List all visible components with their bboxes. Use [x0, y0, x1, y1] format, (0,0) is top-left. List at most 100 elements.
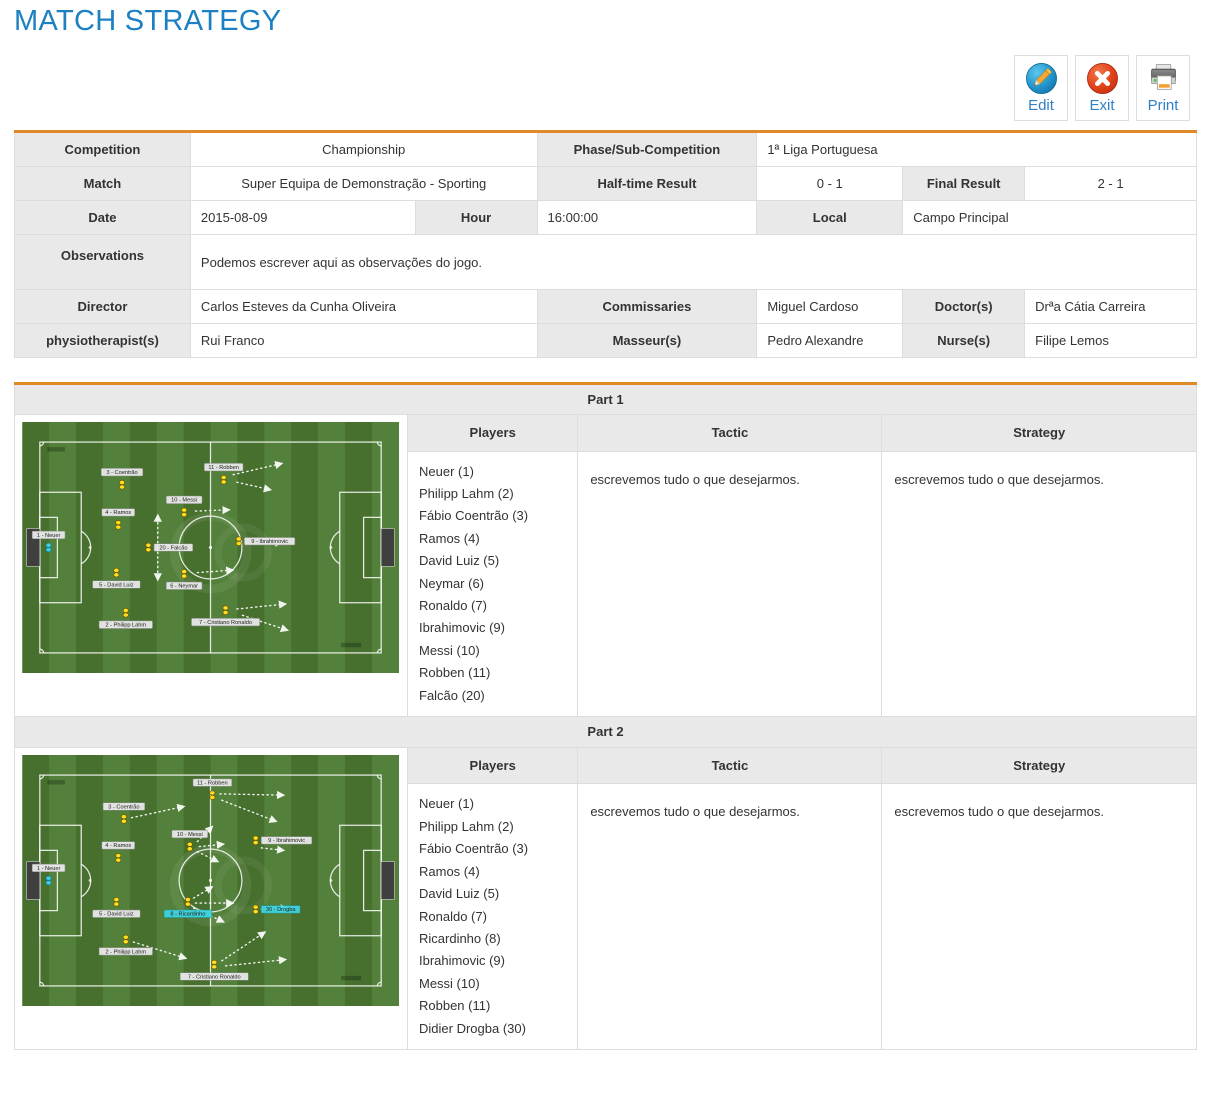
player-marker: 1 - Neuer	[31, 863, 66, 886]
player-item: Neuer (1)	[419, 796, 474, 812]
player-marker: 3 - Coentrão	[102, 802, 145, 824]
player-item: Robben (11)	[419, 998, 491, 1014]
player-marker: 5 - David Luiz	[92, 897, 141, 918]
physiotherapist-value: Rui Franco	[189, 323, 538, 358]
player-item: Ronaldo (7)	[419, 597, 487, 613]
svg-text:4 - Ramos: 4 - Ramos	[105, 510, 131, 516]
field-cell: 1 - Neuer 3 - Coentrão 4 - Ramos 5 - Dav…	[14, 414, 408, 717]
final-result-value: 2 - 1	[1024, 166, 1197, 201]
hour-value: 16:00:00	[536, 200, 758, 235]
part-details-cell: Players Tactic Strategy Neuer (1) Philipp…	[407, 414, 1197, 717]
player-item: Ramos (4)	[419, 530, 480, 546]
svg-text:3 - Coentrão: 3 - Coentrão	[106, 470, 137, 476]
player-marker: 9 - Ibrahimovic	[252, 835, 313, 846]
player-marker: 6 - Neymar	[166, 569, 203, 590]
player-item: Didier Drogba (30)	[419, 1020, 526, 1036]
match-label: Match	[14, 166, 191, 201]
doctors-label: Doctor(s)	[902, 289, 1026, 324]
local-label: Local	[756, 200, 904, 235]
edit-button[interactable]: Edit	[1014, 55, 1068, 121]
row-observations: Observations Podemos escrever aqui as ob…	[14, 234, 1198, 290]
player-item: Philipp Lahm (2)	[419, 485, 514, 501]
svg-text:2 - Philipp Lahm: 2 - Philipp Lahm	[105, 949, 146, 955]
edit-pencil-icon	[1025, 62, 1058, 95]
print-button-label: Print	[1147, 97, 1179, 114]
svg-text:11 - Robben: 11 - Robben	[197, 780, 228, 786]
edit-button-label: Edit	[1028, 97, 1054, 114]
field-image: 1 - Neuer 3 - Coentrão 4 - Ramos 5 - Dav…	[22, 422, 399, 673]
player-marker: 20 - Falcão	[145, 542, 193, 553]
exit-button[interactable]: Exit	[1075, 55, 1129, 121]
parts-table: Part 1	[14, 382, 1197, 1050]
player-marker: 30 - Drogba	[252, 904, 301, 915]
nurse-label: Nurse(s)	[902, 323, 1026, 358]
final-result-label: Final Result	[902, 166, 1026, 201]
svg-text:3 - Coentrão: 3 - Coentrão	[108, 804, 139, 810]
row-match: Match Super Equipa de Demonstração - Spo…	[14, 166, 1197, 201]
director-label: Director	[14, 289, 191, 324]
player-marker: 7 - Cristiano Ronaldo	[191, 605, 260, 627]
players-cell: Neuer (1) Philipp Lahm (2) Fábio Coentrão …	[408, 783, 579, 1049]
player-marker: 10 - Messi	[171, 830, 208, 852]
part-title: Part 1	[14, 383, 1197, 415]
svg-text:8 - Ricardinho: 8 - Ricardinho	[170, 912, 205, 918]
match-value: Super Equipa de Demonstração - Sporting	[189, 166, 538, 201]
player-marker: 9 - Ibrahimovic	[235, 536, 296, 546]
svg-text:11 - Robben: 11 - Robben	[208, 465, 239, 471]
physiotherapist-label: physiotherapist(s)	[14, 323, 191, 358]
player-marker: 8 - Ricardinho	[163, 897, 212, 918]
svg-text:9 - Ibrahimovic: 9 - Ibrahimovic	[268, 838, 305, 844]
strategy-text: escrevemos tudo o que desejarmos.	[881, 783, 1196, 1049]
part-header-row: Part 2	[14, 715, 1197, 748]
player-marker: 10 - Messi	[166, 495, 203, 518]
field-image: 1 - Neuer 3 - Coentrão 4 - Ramos 5 - Dav…	[22, 754, 399, 1006]
match-info-table: Competition Championship Phase/Sub-Compe…	[14, 130, 1198, 358]
players-cell: Neuer (1) Philipp Lahm (2) Fábio Coentrão …	[408, 450, 579, 716]
svg-text:7 - Cristiano Ronaldo: 7 - Cristiano Ronaldo	[199, 620, 252, 626]
player-marker: 5 - David Luiz	[92, 567, 141, 589]
player-marker: 1 - Neuer	[31, 530, 66, 553]
player-marker: 4 - Ramos	[101, 508, 135, 530]
toolbar: Edit Exit	[1014, 55, 1190, 121]
page-title: MATCH STRATEGY	[14, 5, 282, 37]
player-marker: 3 - Coentrão	[100, 468, 144, 490]
director-value: Carlos Esteves da Cunha Oliveira	[189, 289, 538, 324]
svg-text:7 - Cristiano Ronaldo: 7 - Cristiano Ronaldo	[188, 974, 241, 980]
tactic-text: escrevemos tudo o que desejarmos.	[577, 783, 883, 1049]
hour-label: Hour	[414, 200, 538, 235]
part-details-cell: Players Tactic Strategy Neuer (1) Philipp…	[407, 746, 1197, 1050]
competition-label: Competition	[14, 131, 191, 167]
local-value: Campo Principal	[902, 200, 1197, 235]
part-title: Part 2	[14, 715, 1197, 748]
strategy-text: escrevemos tudo o que desejarmos.	[881, 450, 1196, 716]
printer-icon	[1147, 62, 1180, 95]
observations-label: Observations	[14, 234, 191, 290]
part-header-row: Part 1	[14, 383, 1197, 415]
svg-text:2 - Philipp Lahm: 2 - Philipp Lahm	[105, 623, 146, 629]
player-item: Ibrahimovic (9)	[419, 953, 505, 969]
part-content-row: 1 - Neuer 3 - Coentrão 4 - Ramos 5 - Dav…	[14, 414, 1197, 717]
masseur-value: Pedro Alexandre	[756, 323, 904, 358]
doctors-value: Drªa Cátia Carreira	[1024, 289, 1197, 324]
player-item: Robben (11)	[419, 665, 491, 681]
players-list: Neuer (1) Philipp Lahm (2) Fábio Coentrão …	[409, 453, 576, 715]
halftime-label: Half-time Result	[536, 166, 758, 201]
print-button[interactable]: Print	[1136, 55, 1190, 121]
commissaries-value: Miguel Cardoso	[756, 289, 904, 324]
svg-text:30 - Drogba: 30 - Drogba	[266, 907, 297, 913]
strategy-column-header: Strategy	[881, 415, 1196, 452]
player-item: David Luiz (5)	[419, 553, 500, 569]
player-item: Fábio Coentrão (3)	[419, 841, 529, 857]
svg-text:1 - Neuer: 1 - Neuer	[37, 866, 61, 872]
row-date: Date 2015-08-09 Hour 16:00:00 Local Camp…	[14, 200, 1197, 235]
player-item: Philipp Lahm (2)	[419, 818, 514, 834]
exit-button-label: Exit	[1089, 97, 1115, 114]
player-marker: 7 - Cristiano Ronaldo	[179, 959, 249, 981]
phase-value: 1ª Liga Portuguesa	[756, 131, 1197, 167]
part-details-table: Players Tactic Strategy Neuer (1) Philipp…	[408, 747, 1196, 1049]
player-item: Ramos (4)	[419, 863, 480, 879]
date-label: Date	[14, 200, 191, 235]
field-cell: 1 - Neuer 3 - Coentrão 4 - Ramos 5 - Dav…	[14, 746, 408, 1050]
player-item: Falcão (20)	[419, 687, 485, 703]
